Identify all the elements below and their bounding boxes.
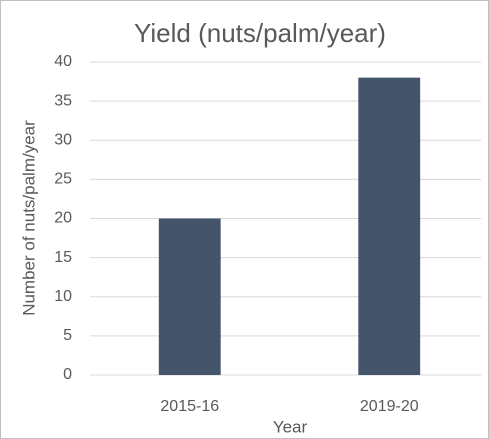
x-axis-label: Year xyxy=(273,417,308,436)
y-tick-label: 40 xyxy=(54,53,72,70)
bar xyxy=(158,218,221,375)
y-tick-label: 25 xyxy=(54,171,72,188)
y-tick-label: 35 xyxy=(54,92,72,109)
y-tick-label: 30 xyxy=(54,131,72,148)
chart-title: Yield (nuts/palm/year) xyxy=(134,18,386,48)
y-tick-label: 15 xyxy=(54,249,72,266)
x-tick-label: 2019-20 xyxy=(360,398,419,415)
bar xyxy=(358,77,421,376)
x-tick-label: 2015-16 xyxy=(160,398,219,415)
y-tick-label: 5 xyxy=(63,327,72,344)
y-tick-label: 0 xyxy=(63,366,72,383)
y-axis-label: Number of nuts/palm/year xyxy=(19,120,38,316)
y-tick-label: 10 xyxy=(54,288,72,305)
y-tick-label: 20 xyxy=(54,210,72,227)
